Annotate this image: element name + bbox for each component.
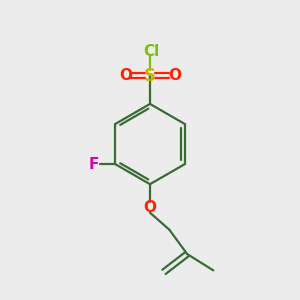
Text: O: O [168,68,181,83]
Text: Cl: Cl [143,44,160,59]
Text: O: O [119,68,132,83]
Text: S: S [144,67,156,85]
Text: F: F [89,157,99,172]
Text: O: O [143,200,157,215]
